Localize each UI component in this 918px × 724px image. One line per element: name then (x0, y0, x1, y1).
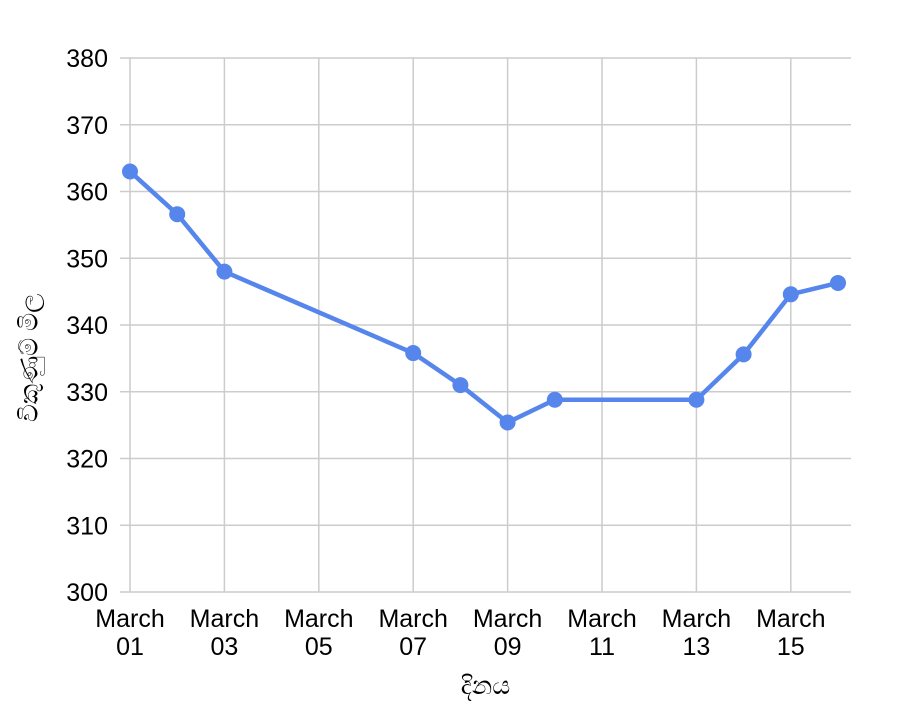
data-point-marker (122, 163, 138, 180)
y-tick-label: 300 (66, 579, 108, 607)
y-tick-label: 310 (66, 512, 108, 540)
data-point-marker (216, 263, 233, 280)
y-tick-label: 320 (66, 446, 108, 474)
x-tick-label: March 05 (284, 605, 353, 661)
x-axis-title: දිනය (460, 672, 511, 700)
data-point-marker (735, 346, 752, 363)
y-tick-label: 330 (66, 379, 108, 407)
x-tick-label: March 11 (567, 605, 636, 661)
y-tick-label: 380 (66, 45, 108, 73)
x-tick-label: March 09 (473, 605, 542, 661)
x-tick-label: March 07 (378, 605, 447, 661)
y-tick-label: 340 (66, 312, 108, 340)
y-axis-title: විකුණුම් මිල (15, 293, 44, 423)
data-point-marker (169, 206, 186, 223)
data-point-marker (688, 391, 705, 408)
data-point-marker (499, 414, 516, 431)
x-tick-label: March 01 (95, 605, 164, 661)
x-tick-label: March 15 (756, 605, 825, 661)
data-point-marker (405, 345, 422, 362)
x-tick-label: March 13 (662, 605, 731, 661)
y-tick-label: 370 (66, 112, 108, 140)
data-point-marker (830, 274, 846, 291)
x-tick-label: March 03 (190, 605, 259, 661)
data-point-marker (782, 286, 799, 303)
y-tick-label: 350 (66, 245, 108, 273)
y-tick-label: 360 (66, 179, 108, 207)
data-line (127, 169, 841, 425)
data-point-marker (452, 377, 469, 394)
data-point-marker (546, 391, 563, 408)
